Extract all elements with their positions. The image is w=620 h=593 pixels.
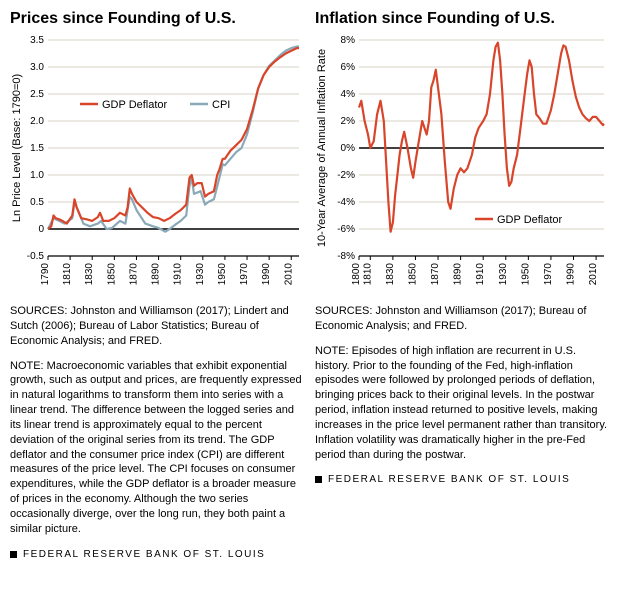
right-sources: SOURCES: Johnston and Williamson (2017);… [315,304,610,334]
svg-text:0.5: 0.5 [30,197,44,208]
svg-text:1830: 1830 [84,263,95,286]
svg-text:6%: 6% [341,62,356,73]
svg-text:1850: 1850 [106,263,117,286]
svg-text:GDP Deflator: GDP Deflator [102,99,168,111]
footer-square-icon [315,476,322,483]
left-panel: Prices since Founding of U.S. -0.5 0 0.5 1.… [10,10,305,560]
svg-text:1970: 1970 [543,263,554,286]
svg-text:-2%: -2% [337,170,355,181]
svg-text:3.0: 3.0 [30,62,44,73]
svg-text:1910: 1910 [475,263,486,286]
svg-text:1990: 1990 [566,263,577,286]
svg-text:1800: 1800 [351,263,362,286]
svg-text:1.5: 1.5 [30,143,44,154]
svg-text:1930: 1930 [498,263,509,286]
right-chart: -8% -6% -4% -2% 0% 2% 4% 6% 8% 18001810 1830 1850 18… [315,34,610,294]
footer-square-icon [10,551,17,558]
right-note: NOTE: Episodes of high inflation are rec… [315,344,610,463]
svg-text:10-Year Average of Annual Infl: 10-Year Average of Annual Inflation Rate [316,49,328,247]
left-chart: -0.5 0 0.5 1.0 1.5 2.0 2.5 3.0 3.5 1790 1810 1830 18… [10,34,305,294]
svg-text:1.0: 1.0 [30,170,44,181]
svg-text:1910: 1910 [173,263,184,286]
svg-text:1790: 1790 [40,263,51,286]
svg-text:CPI: CPI [212,99,230,111]
svg-text:-8%: -8% [337,251,355,262]
svg-text:2%: 2% [341,116,356,127]
right-footer-text: FEDERAL RESERVE BANK OF ST. LOUIS [328,474,570,485]
svg-text:1870: 1870 [430,263,441,286]
svg-text:1950: 1950 [520,263,531,286]
svg-text:1890: 1890 [453,263,464,286]
svg-text:4%: 4% [341,89,356,100]
left-note: NOTE: Macroeconomic variables that exhib… [10,359,305,537]
svg-text:-6%: -6% [337,224,355,235]
left-chart-title: Prices since Founding of U.S. [10,10,305,28]
svg-text:2.5: 2.5 [30,89,44,100]
svg-text:1890: 1890 [151,263,162,286]
svg-text:GDP Deflator: GDP Deflator [497,214,563,226]
svg-text:0: 0 [38,224,44,235]
svg-text:Ln Price Level (Base: 1790=0): Ln Price Level (Base: 1790=0) [11,74,23,222]
svg-text:1990: 1990 [261,263,272,286]
svg-text:1810: 1810 [62,263,73,286]
svg-text:1870: 1870 [128,263,139,286]
svg-text:3.5: 3.5 [30,35,44,46]
svg-text:2.0: 2.0 [30,116,44,127]
svg-text:8%: 8% [341,35,356,46]
svg-text:1970: 1970 [239,263,250,286]
svg-text:1810: 1810 [362,263,373,286]
left-footer-text: FEDERAL RESERVE BANK OF ST. LOUIS [23,549,265,560]
svg-text:1830: 1830 [385,263,396,286]
svg-text:2010: 2010 [283,263,294,286]
left-footer: FEDERAL RESERVE BANK OF ST. LOUIS [10,549,305,560]
svg-text:0%: 0% [341,143,356,154]
svg-text:-0.5: -0.5 [27,251,45,262]
right-panel: Inflation since Founding of U.S. -8%-6%-… [315,10,610,560]
svg-text:1930: 1930 [195,263,206,286]
svg-text:1850: 1850 [407,263,418,286]
svg-text:1950: 1950 [217,263,228,286]
right-chart-title: Inflation since Founding of U.S. [315,10,610,28]
right-footer: FEDERAL RESERVE BANK OF ST. LOUIS [315,474,610,485]
left-sources: SOURCES: Johnston and Williamson (2017);… [10,304,305,349]
svg-text:-4%: -4% [337,197,355,208]
panels-row: Prices since Founding of U.S. -0.5 0 0.5 1.… [10,10,610,560]
svg-text:2010: 2010 [588,263,599,286]
